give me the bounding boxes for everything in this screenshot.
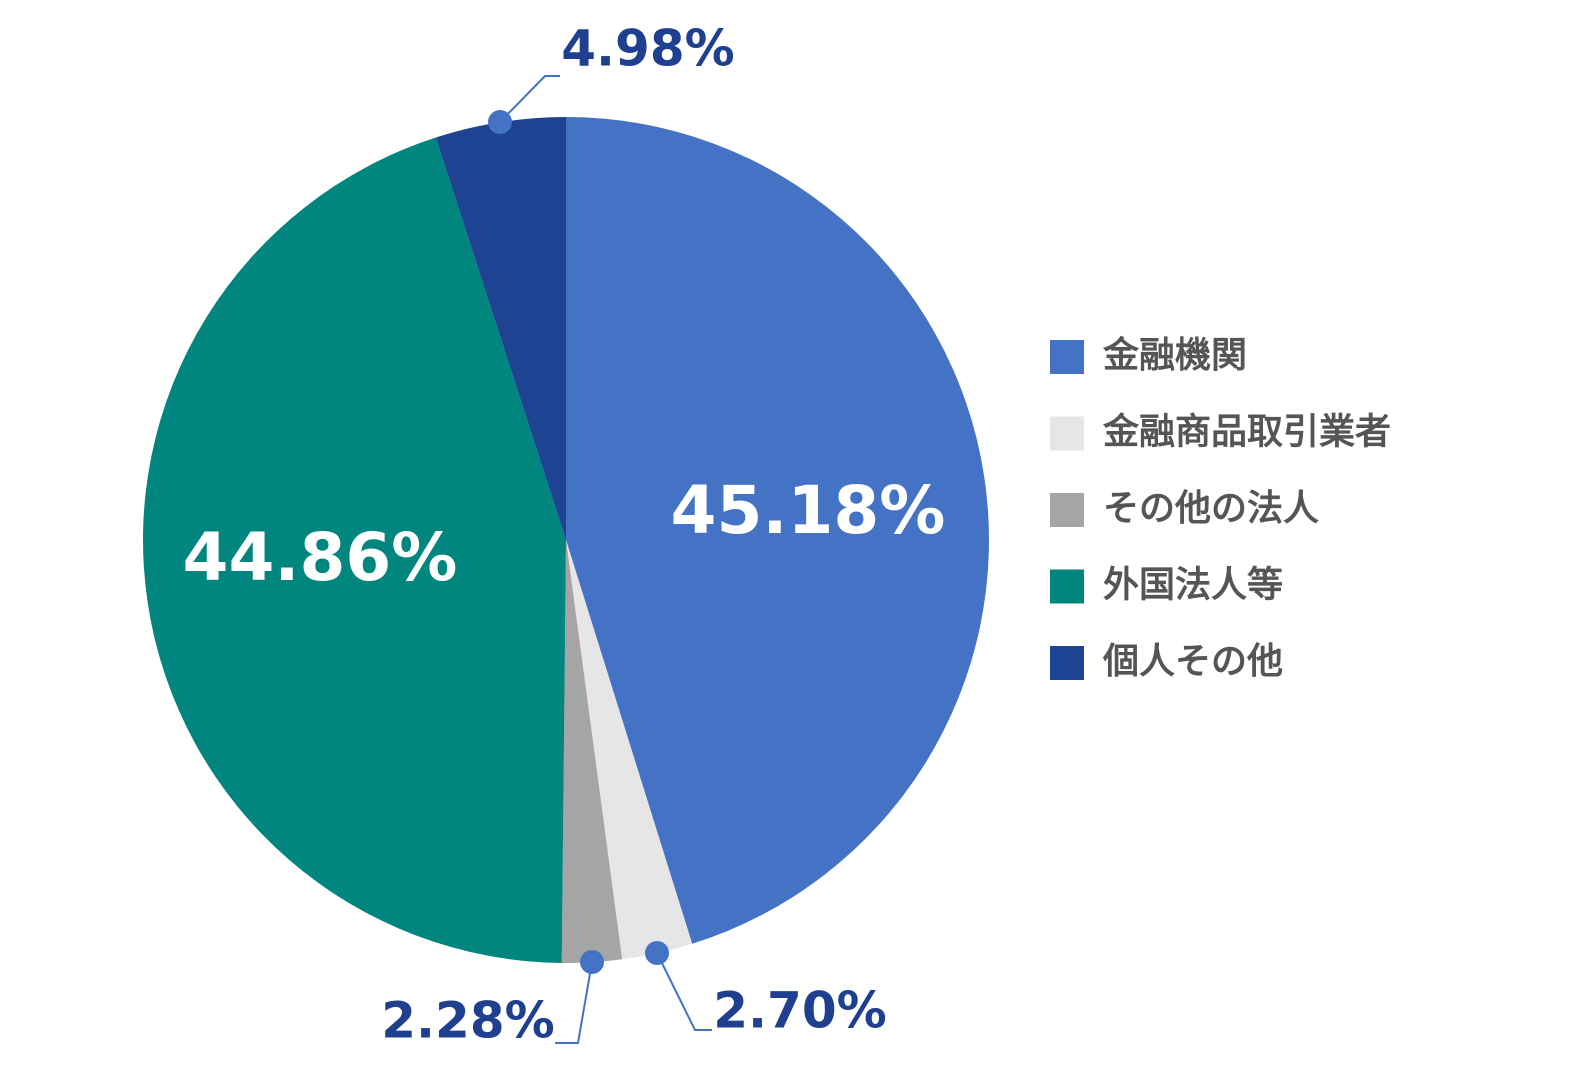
legend-label: 個人その他: [1102, 641, 1283, 682]
leader-line: [499, 75, 560, 123]
leader-dot: [580, 950, 604, 974]
pie-slice: [142, 137, 566, 963]
legend-label: 金融機関: [1102, 334, 1247, 376]
slice-label: 2.28%: [381, 992, 554, 1050]
legend-swatch: [1050, 569, 1084, 604]
legend-swatch: [1050, 493, 1084, 527]
legend-swatch: [1050, 416, 1084, 451]
legend-label: その他の法人: [1103, 488, 1319, 529]
pie-slice: [435, 117, 566, 540]
pie-slice: [561, 540, 623, 963]
legend-swatch: [1050, 646, 1084, 680]
slice-label: 45.18%: [671, 472, 946, 549]
legend-label: 金融商品取引業者: [1102, 411, 1391, 453]
leader-line: [555, 961, 593, 1044]
slice-label: 2.70%: [713, 982, 886, 1040]
slice-label: 4.98%: [561, 20, 734, 78]
leader-dot: [488, 110, 512, 134]
leader-line: [656, 952, 712, 1031]
legend-label: 外国法人等: [1103, 565, 1283, 606]
leader-dot: [645, 941, 669, 965]
pie-slice: [566, 117, 989, 944]
slice-label: 44.86%: [183, 519, 458, 596]
legend-swatch: [1050, 340, 1084, 374]
pie-slice: [566, 540, 693, 960]
